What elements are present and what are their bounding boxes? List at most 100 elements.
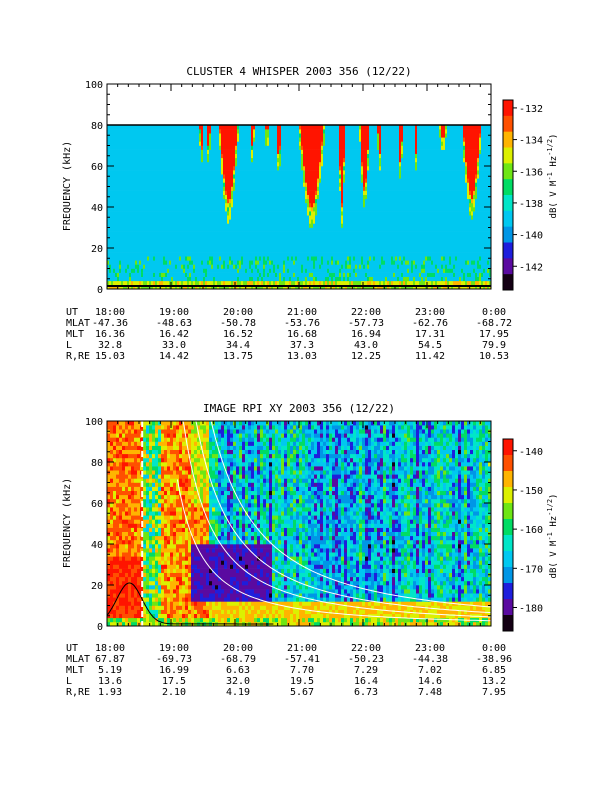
- heatmap-cell: [257, 198, 260, 204]
- heatmap-cell: [119, 264, 122, 269]
- heatmap-cell: [147, 182, 150, 187]
- heatmap-cell: [115, 194, 118, 200]
- heatmap-cell: [217, 268, 220, 273]
- heatmap-cell: [195, 161, 198, 167]
- heatmap-cell: [193, 161, 196, 167]
- heatmap-cell: [161, 248, 164, 253]
- heatmap-cell: [299, 252, 302, 257]
- heatmap-cell: [167, 129, 170, 134]
- heatmap-cell: [217, 194, 220, 200]
- heatmap-cell: [205, 280, 208, 286]
- heatmap-cell: [171, 223, 174, 228]
- heatmap-cell: [331, 215, 334, 220]
- heatmap-cell: [223, 178, 226, 183]
- heatmap-cell: [285, 178, 288, 183]
- heatmap-cell: [319, 133, 322, 138]
- heatmap-cell: [143, 219, 146, 224]
- heatmap-cell: [185, 190, 188, 195]
- heatmap-cell: [153, 215, 156, 220]
- heatmap-cell: [167, 243, 170, 249]
- heatmap-cell: [257, 182, 260, 187]
- heatmap-cell: [311, 170, 314, 175]
- heatmap-cell: [177, 211, 180, 216]
- heatmap-cell: [171, 125, 174, 130]
- heatmap-cell: [355, 248, 358, 253]
- heatmap-cell: [261, 264, 264, 269]
- heatmap-cell: [285, 174, 288, 179]
- heatmap-cell: [277, 157, 280, 163]
- heatmap-cell: [155, 137, 158, 142]
- heatmap-cell: [307, 137, 310, 142]
- heatmap-cell: [337, 207, 340, 212]
- heatmap-cell: [189, 207, 192, 212]
- heatmap-cell: [237, 149, 240, 154]
- heatmap-cell: [255, 276, 258, 282]
- heatmap-cell: [267, 211, 270, 216]
- heatmap-cell: [351, 194, 354, 200]
- heatmap-cell: [135, 149, 138, 154]
- heatmap-cell: [187, 268, 190, 273]
- heatmap-cell: [331, 149, 334, 154]
- heatmap-cell: [325, 243, 328, 249]
- heatmap-cell: [183, 252, 186, 257]
- heatmap-cell: [225, 243, 228, 249]
- heatmap-cell: [343, 272, 346, 277]
- heatmap-cell: [291, 248, 294, 253]
- heatmap-cell: [169, 190, 172, 195]
- heatmap-cell: [127, 186, 130, 191]
- heatmap-cell: [275, 280, 278, 286]
- heatmap-cell: [279, 264, 282, 269]
- heatmap-cell: [111, 141, 114, 146]
- heatmap-cell: [255, 231, 258, 236]
- heatmap-cell: [251, 178, 254, 183]
- heatmap-cell: [171, 194, 174, 200]
- heatmap-cell: [301, 129, 304, 134]
- heatmap-cell: [225, 182, 228, 187]
- heatmap-cell: [247, 215, 250, 220]
- heatmap-cell: [141, 215, 144, 220]
- heatmap-cell: [161, 157, 164, 163]
- heatmap-cell: [239, 194, 242, 200]
- heatmap-cell: [113, 235, 116, 241]
- heatmap-cell: [339, 276, 342, 282]
- heatmap-cell: [159, 227, 162, 232]
- heatmap-cell: [183, 145, 186, 150]
- heatmap-cell: [219, 186, 222, 191]
- heatmap-cell: [225, 149, 228, 154]
- heatmap-cell: [283, 272, 286, 277]
- heatmap-cell: [129, 186, 132, 191]
- heatmap-cell: [289, 272, 292, 277]
- heatmap-cell: [181, 149, 184, 154]
- heatmap-cell: [289, 157, 292, 163]
- heatmap-cell: [199, 202, 202, 208]
- heatmap-cell: [171, 145, 174, 150]
- heatmap-cell: [133, 129, 136, 134]
- heatmap-cell: [281, 145, 284, 150]
- heatmap-cell: [113, 276, 116, 282]
- heatmap-cell: [305, 170, 308, 175]
- heatmap-cell: [351, 260, 354, 265]
- heatmap-cell: [243, 280, 246, 286]
- heatmap-cell: [215, 227, 218, 232]
- heatmap-cell: [261, 260, 264, 265]
- heatmap-cell: [259, 141, 262, 146]
- heatmap-cell: [277, 276, 280, 282]
- heatmap-cell: [251, 141, 254, 146]
- heatmap-cell: [279, 198, 282, 204]
- heatmap-cell: [157, 133, 160, 138]
- heatmap-cell: [287, 149, 290, 154]
- heatmap-cell: [265, 125, 268, 130]
- heatmap-cell: [147, 153, 150, 159]
- heatmap-cell: [235, 252, 238, 257]
- heatmap-cell: [245, 256, 248, 261]
- heatmap-cell: [245, 194, 248, 200]
- heatmap-cell: [309, 170, 312, 175]
- heatmap-cell: [315, 243, 318, 249]
- heatmap-cell: [325, 276, 328, 282]
- heatmap-cell: [159, 145, 162, 150]
- heatmap-cell: [315, 153, 318, 159]
- heatmap-cell: [241, 166, 244, 171]
- heatmap-cell: [297, 178, 300, 183]
- heatmap-cell: [219, 256, 222, 261]
- heatmap-cell: [341, 235, 344, 241]
